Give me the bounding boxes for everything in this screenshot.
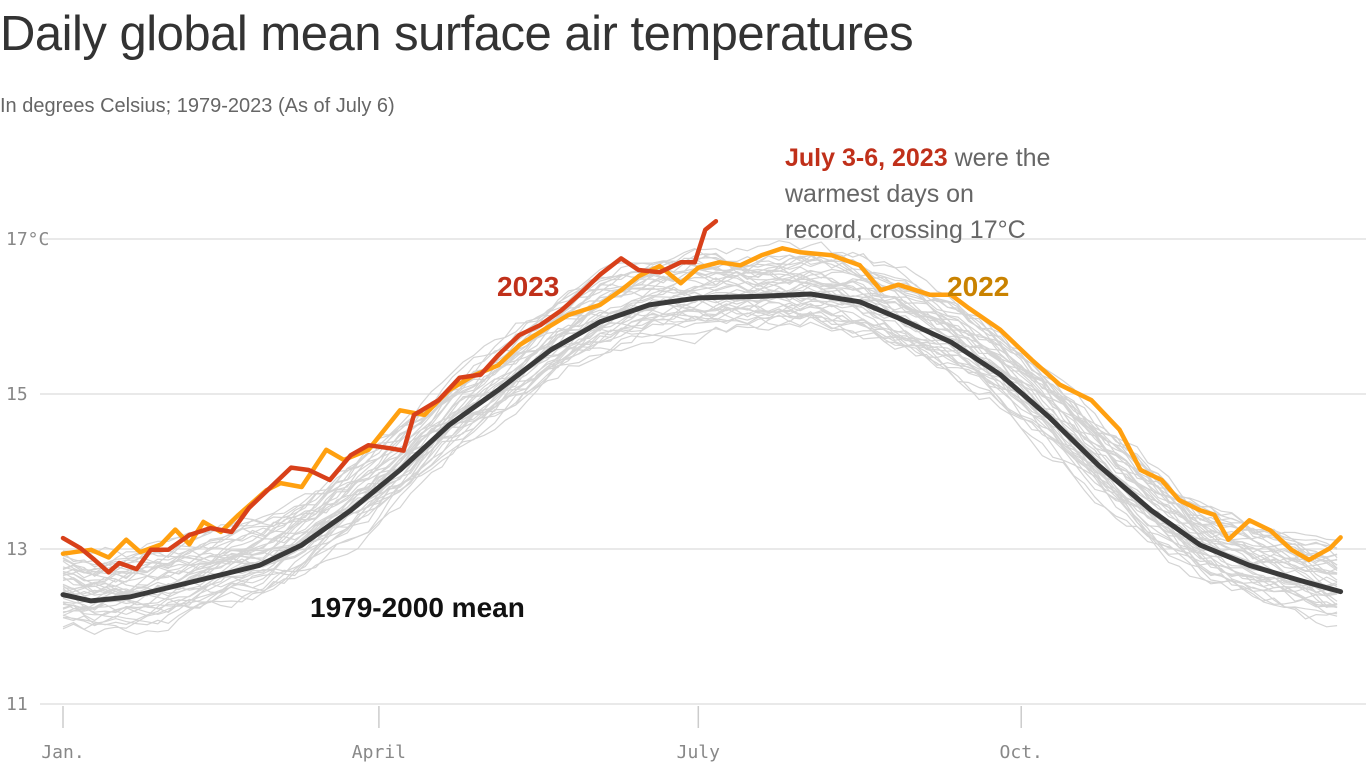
annotation-highlight: July 3-6, 2023	[785, 144, 948, 172]
background-year-line	[62, 308, 1338, 636]
background-year-line	[62, 255, 1338, 570]
annotation-line-1: July 3-6, 2023 were the	[785, 144, 1050, 172]
x-tick-label: Oct.	[1000, 742, 1043, 763]
y-tick-label: 11	[6, 694, 28, 715]
background-years	[62, 240, 1338, 636]
x-tick-label: July	[677, 742, 721, 763]
series-line-1979-2000-mean	[60, 291, 1344, 604]
x-tick-label: April	[352, 742, 406, 763]
gridlines	[40, 238, 1366, 705]
y-tick-label: 17°C	[6, 229, 49, 250]
y-tick-label: 13	[6, 539, 28, 560]
background-year-line	[62, 283, 1338, 589]
y-axis-ticks: 11 13 15 17°C	[6, 229, 49, 715]
series-line-2023	[60, 218, 719, 575]
annotation-rest: were the	[948, 144, 1051, 172]
background-year-line	[62, 288, 1338, 604]
annotation-line-3: record, crossing 17°C	[785, 216, 1026, 244]
series-line-2022	[60, 246, 1343, 563]
background-year-line	[62, 277, 1338, 603]
chart-title: Daily global mean surface air temperatur…	[0, 7, 914, 61]
background-year-line	[62, 287, 1338, 601]
x-axis-ticks: Jan. April July Oct.	[41, 706, 1043, 763]
label-2023: 2023	[497, 271, 559, 302]
annotation-line-2: warmest days on	[784, 180, 974, 208]
chart-subtitle: In degrees Celsius; 1979-2023 (As of Jul…	[0, 95, 395, 117]
background-year-line	[62, 304, 1338, 627]
x-tick-label: Jan.	[41, 742, 84, 763]
series-lines	[60, 218, 1344, 604]
label-2022: 2022	[947, 271, 1009, 302]
y-tick-label: 15	[6, 384, 28, 405]
background-year-line	[62, 252, 1338, 579]
background-year-line	[62, 279, 1338, 595]
background-year-line	[62, 272, 1338, 595]
background-year-line	[62, 269, 1338, 584]
background-year-line	[62, 291, 1338, 622]
label-mean: 1979-2000 mean	[310, 592, 525, 623]
background-year-line	[62, 251, 1338, 558]
background-year-line	[62, 275, 1338, 596]
background-year-line	[62, 240, 1338, 571]
